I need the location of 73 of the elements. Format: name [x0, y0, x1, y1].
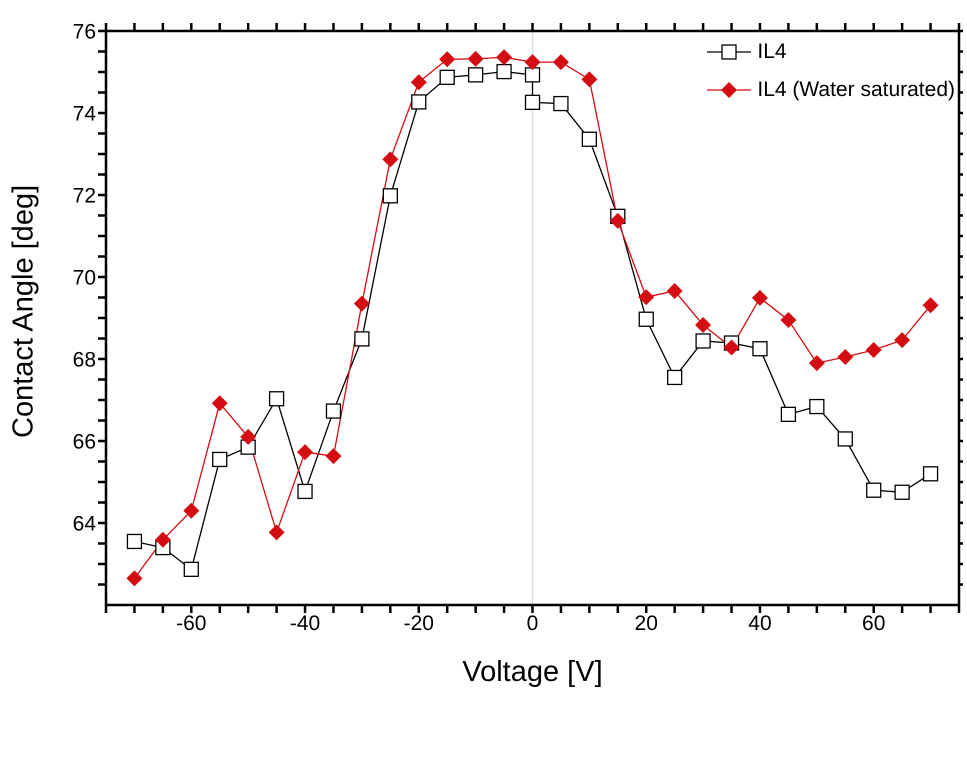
y-axis-title: Contact Angle [deg]	[7, 184, 40, 438]
point	[297, 444, 314, 460]
legend-label: IL4 (Water saturated)	[757, 78, 955, 102]
point	[752, 290, 768, 306]
point	[524, 94, 540, 110]
x-tick-label: 60	[862, 612, 886, 635]
point	[126, 534, 142, 550]
point	[297, 484, 313, 500]
point	[610, 212, 626, 229]
point	[354, 331, 370, 347]
point	[894, 332, 910, 348]
point	[354, 296, 370, 312]
point	[468, 50, 484, 67]
point	[695, 316, 712, 333]
point	[184, 562, 199, 577]
point	[838, 431, 853, 447]
point	[780, 406, 796, 422]
legend-label: IL4	[757, 40, 787, 64]
point	[553, 96, 569, 112]
point	[183, 502, 200, 519]
x-tick-label: 40	[748, 612, 772, 635]
x-tick-label: -20	[404, 612, 434, 635]
x-axis-title: Voltage [V]	[462, 656, 603, 688]
point	[411, 94, 426, 110]
point	[240, 428, 256, 445]
y-tick-label: 70	[72, 266, 96, 290]
point	[695, 333, 711, 349]
point	[894, 484, 910, 500]
point	[581, 71, 598, 88]
point	[638, 312, 654, 327]
point	[468, 67, 484, 83]
point	[809, 398, 824, 414]
point	[866, 482, 882, 498]
point	[667, 370, 682, 386]
point	[752, 341, 768, 356]
point	[866, 342, 882, 358]
y-tick-label: 64	[72, 512, 96, 536]
x-tick-label: -40	[290, 612, 320, 635]
y-tick-label: 74	[72, 102, 96, 126]
point	[582, 132, 598, 147]
point	[496, 64, 512, 80]
x-tick-label: -60	[176, 612, 206, 635]
point	[439, 51, 456, 68]
point	[780, 312, 796, 328]
y-tick-label: 68	[72, 348, 96, 372]
point	[126, 570, 142, 586]
point	[524, 67, 540, 83]
x-tick-label: 20	[634, 612, 658, 635]
x-tick-label: 0	[526, 612, 538, 635]
point	[808, 355, 825, 372]
point	[326, 403, 342, 419]
point	[922, 466, 938, 482]
point	[325, 448, 342, 464]
point	[638, 289, 654, 306]
point	[212, 452, 228, 468]
point	[410, 74, 427, 90]
point	[552, 54, 569, 70]
y-tick-label: 76	[72, 20, 96, 44]
point	[666, 282, 683, 299]
point	[382, 151, 398, 168]
point	[382, 188, 398, 204]
point	[922, 297, 939, 314]
point	[212, 395, 228, 412]
point	[496, 49, 512, 66]
point	[724, 340, 740, 356]
point	[268, 524, 285, 540]
point	[154, 532, 171, 548]
point	[524, 54, 540, 70]
point	[837, 348, 854, 365]
y-tick-label: 66	[72, 430, 96, 454]
point	[440, 70, 455, 85]
y-tick-label: 72	[72, 184, 96, 208]
point	[268, 391, 284, 406]
